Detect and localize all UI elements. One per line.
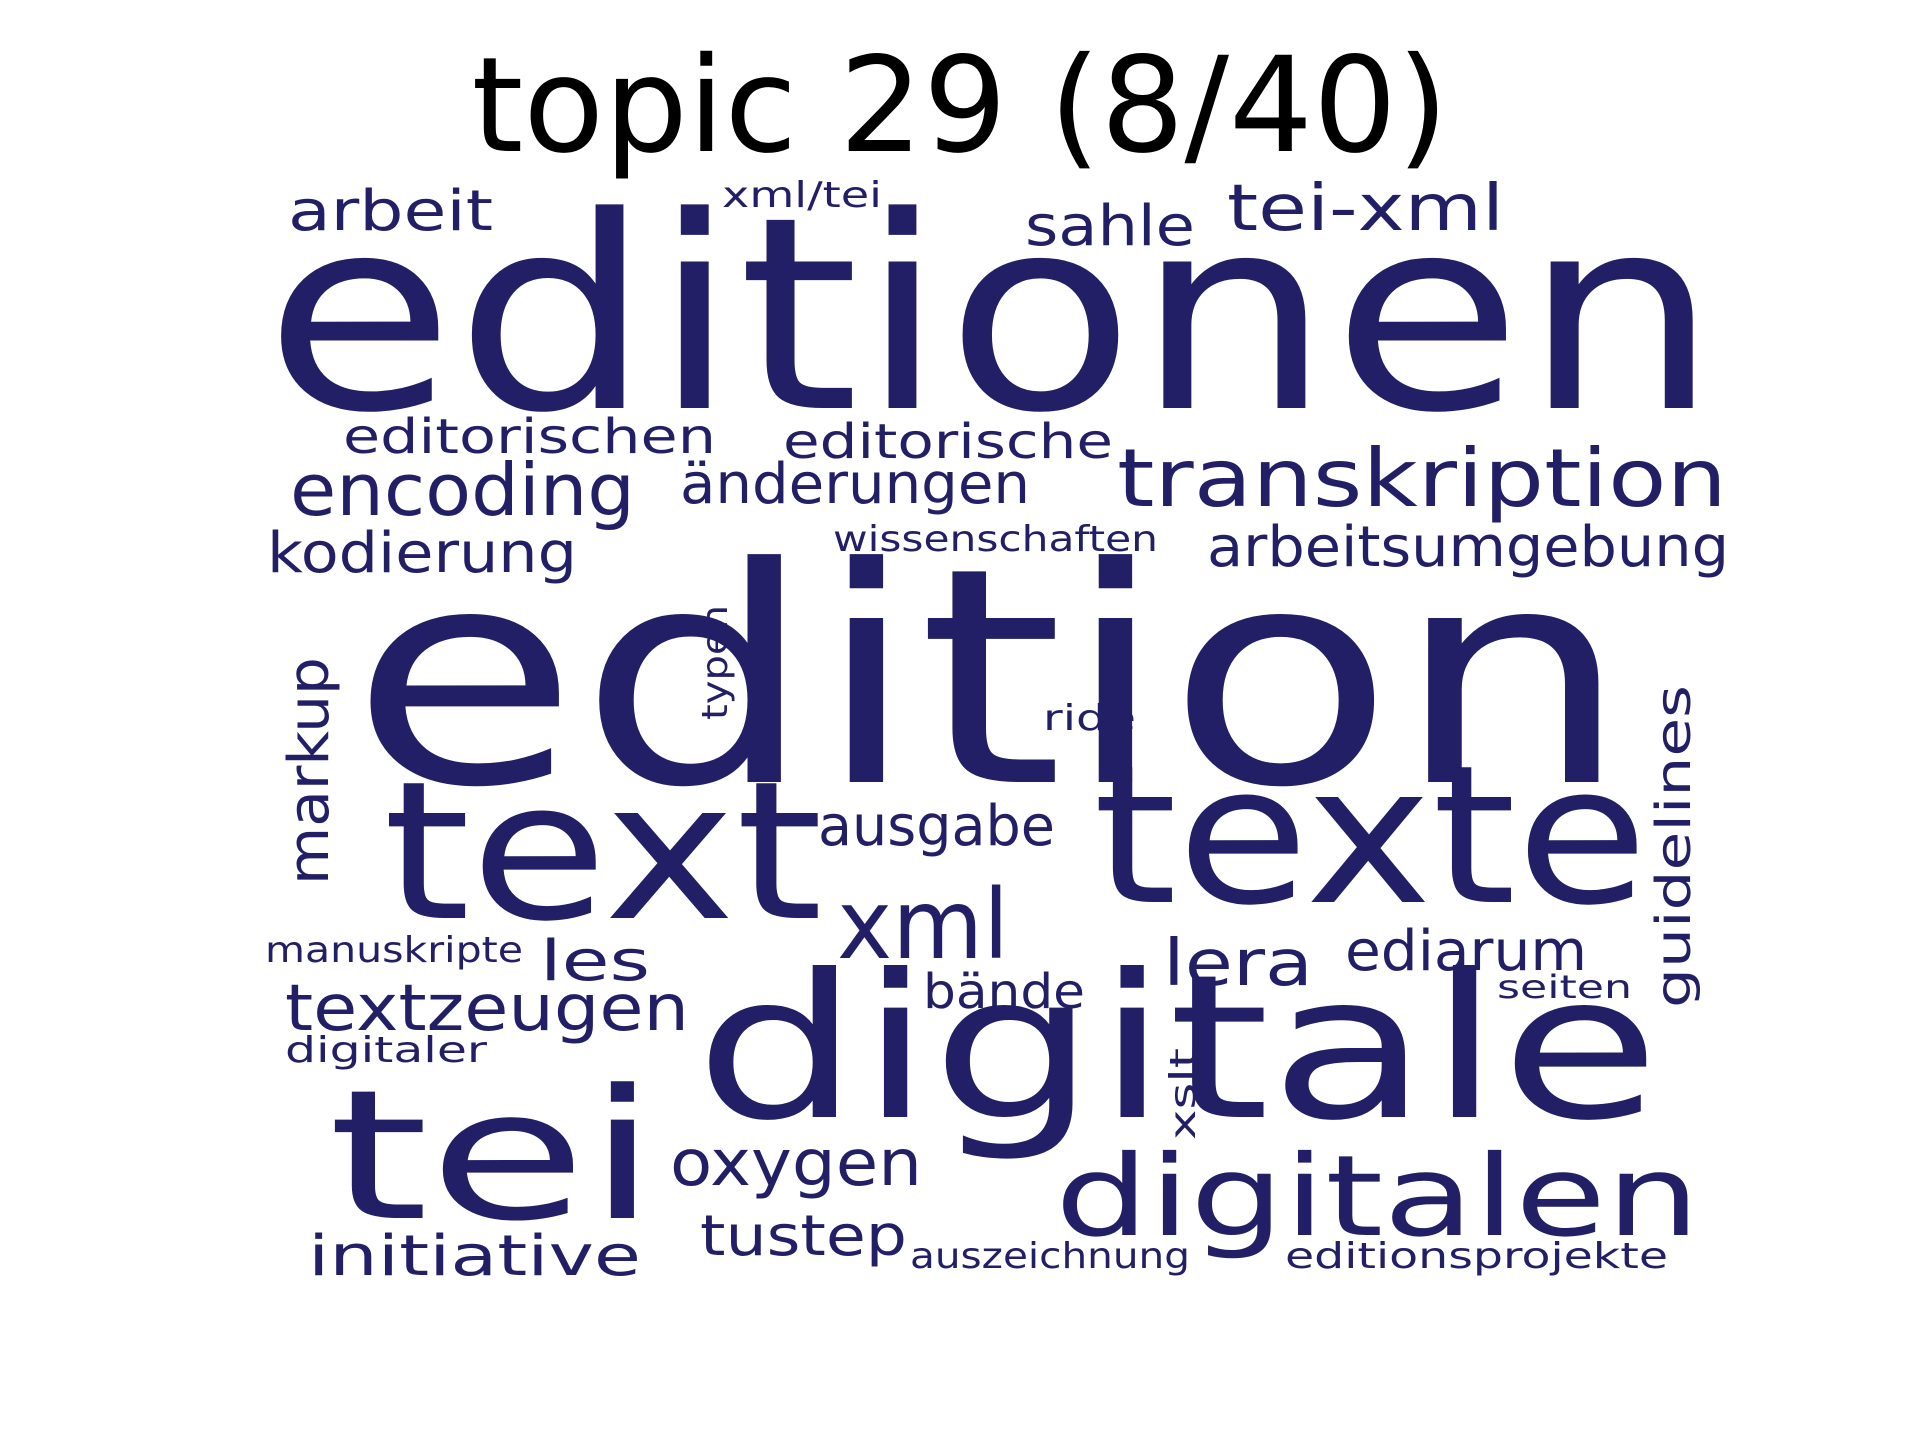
word-les: les <box>540 929 650 994</box>
word-kodierung: kodierung <box>267 521 577 586</box>
word-editionsprojekte: editionsprojekte <box>1285 1236 1668 1277</box>
word-editorischen: editorischen <box>343 409 716 465</box>
word-baende: bände <box>923 964 1085 1020</box>
word-aenderungen: änderungen <box>680 452 1030 517</box>
word-encoding: encoding <box>290 448 635 532</box>
word-manuskripte: manuskripte <box>265 930 523 971</box>
word-editionen: editionen <box>264 160 1719 472</box>
word-markup: markup <box>277 657 342 885</box>
word-ride: ride <box>1043 698 1136 739</box>
word-xml: xml <box>837 869 1009 981</box>
word-textzeugen: textzeugen <box>285 972 689 1046</box>
word-ediarum: ediarum <box>1345 919 1587 984</box>
chart-title: topic 29 (8/40) <box>471 29 1449 183</box>
word-edition: edition <box>350 504 1630 853</box>
word-editorische: editorische <box>783 414 1113 470</box>
word-initiative: initiative <box>308 1224 641 1289</box>
word-text: text <box>383 741 823 964</box>
word-transkription: transkription <box>1117 432 1727 525</box>
word-texte: texte <box>1093 725 1648 948</box>
word-tei: tei <box>328 1052 658 1261</box>
word-auszeichnung: auszeichnung <box>910 1236 1190 1277</box>
word-arbeit: arbeit <box>288 179 493 244</box>
word-seiten: seiten <box>1497 968 1632 1006</box>
word-sahle: sahle <box>1025 194 1195 259</box>
word-wissenschaften: wissenschaften <box>833 519 1158 560</box>
word-oxygen: oxygen <box>670 1127 922 1201</box>
word-tustep: tustep <box>700 1204 907 1269</box>
word-digitalen: digitalen <box>1055 1132 1700 1262</box>
word-lera: lera <box>1163 927 1313 1001</box>
word-tei-xml: tei-xml <box>1227 172 1504 246</box>
word-typen: typen <box>695 605 736 720</box>
word-ausgabe: ausgabe <box>818 794 1055 859</box>
word-guidelines: guidelines <box>1646 685 1702 1008</box>
word-digitaler: digitaler <box>285 1030 487 1071</box>
word-arbeitsumgebung: arbeitsumgebung <box>1207 515 1729 580</box>
word-xml-tei: xml/tei <box>722 175 882 216</box>
word-xslt: xslt <box>1163 1048 1204 1140</box>
word-digitale: digitale <box>695 932 1660 1165</box>
